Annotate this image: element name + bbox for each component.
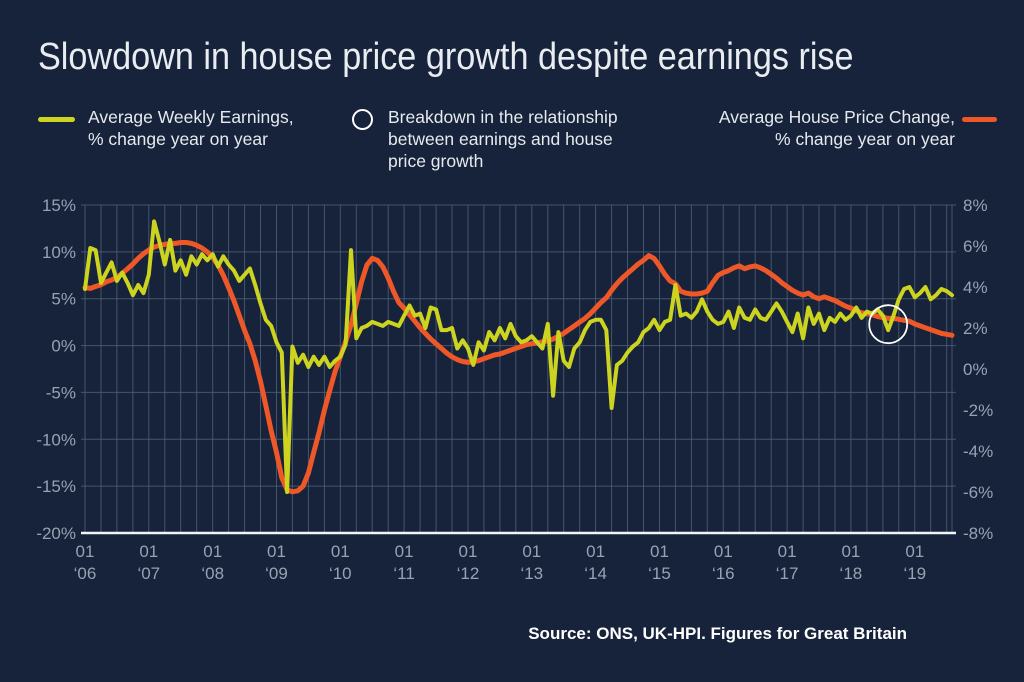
svg-text:‘15: ‘15: [648, 564, 671, 583]
svg-text:15%: 15%: [42, 196, 76, 215]
svg-text:01: 01: [714, 542, 733, 561]
house-legend-label-line1: Average House Price Change,: [718, 107, 955, 127]
left-axis-labels: 15% 10% 5% 0% -5% -10% -15% -20%: [36, 196, 76, 543]
svg-text:01: 01: [586, 542, 605, 561]
x-axis-labels: 01 ‘06 01 ‘07 01 ‘08 01 ‘09 01 ‘10 01 ‘11 01 ‘12 01 ‘13…: [74, 542, 926, 583]
svg-text:-6%: -6%: [963, 483, 993, 502]
svg-text:01: 01: [203, 542, 222, 561]
chart-plot: 15% 10% 5% 0% -5% -10% -15% -20% 8% 6% 4% 2% 0% -2% -4…: [36, 196, 993, 583]
page-title: Slowdown in house price growth despite e…: [38, 36, 854, 78]
svg-text:-10%: -10%: [36, 430, 76, 449]
svg-text:8%: 8%: [963, 196, 988, 215]
breakdown-circle-icon: [352, 109, 373, 130]
svg-text:‘09: ‘09: [265, 564, 288, 583]
svg-text:01: 01: [331, 542, 350, 561]
svg-text:01: 01: [650, 542, 669, 561]
svg-text:‘07: ‘07: [137, 564, 160, 583]
svg-text:0%: 0%: [963, 360, 988, 379]
svg-text:01: 01: [459, 542, 478, 561]
earnings-line: [83, 219, 954, 494]
legend-item-breakdown: Breakdown in the relationship between ea…: [388, 107, 618, 171]
svg-text:01: 01: [778, 542, 797, 561]
house-legend-label-line2: % change year on year: [775, 129, 955, 149]
earnings-legend-label-line2: % change year on year: [88, 129, 268, 149]
svg-text:01: 01: [76, 542, 95, 561]
svg-text:01: 01: [139, 542, 158, 561]
svg-text:‘13: ‘13: [520, 564, 543, 583]
house-price-line: [82, 240, 955, 495]
svg-text:‘10: ‘10: [329, 564, 352, 583]
house-legend-swatch: [962, 117, 997, 122]
svg-text:‘06: ‘06: [74, 564, 97, 583]
svg-text:-15%: -15%: [36, 477, 76, 496]
svg-text:2%: 2%: [963, 319, 988, 338]
legend-item-house-price: Average House Price Change, % change yea…: [719, 106, 955, 150]
svg-text:5%: 5%: [51, 290, 76, 309]
svg-text:‘16: ‘16: [712, 564, 735, 583]
grid-vertical: [84, 205, 953, 533]
svg-text:‘12: ‘12: [457, 564, 480, 583]
svg-text:6%: 6%: [963, 237, 988, 256]
breakdown-annotation-circle: [868, 304, 909, 345]
svg-text:4%: 4%: [963, 278, 988, 297]
svg-text:10%: 10%: [42, 243, 76, 262]
svg-text:-8%: -8%: [963, 524, 993, 543]
svg-text:‘11: ‘11: [393, 564, 414, 583]
svg-text:‘08: ‘08: [201, 564, 224, 583]
svg-text:01: 01: [267, 542, 286, 561]
svg-text:-2%: -2%: [963, 401, 993, 420]
earnings-legend-label-line1: Average Weekly Earnings,: [88, 107, 294, 127]
svg-text:-20%: -20%: [36, 524, 76, 543]
svg-text:01: 01: [905, 542, 924, 561]
svg-text:-5%: -5%: [46, 383, 76, 402]
svg-text:-4%: -4%: [963, 442, 993, 461]
earnings-legend-swatch: [38, 117, 75, 122]
svg-text:‘19: ‘19: [903, 564, 926, 583]
source-note: Source: ONS, UK-HPI. Figures for Great B…: [528, 624, 907, 643]
svg-text:01: 01: [841, 542, 860, 561]
svg-text:0%: 0%: [51, 337, 76, 356]
legend-item-earnings: Average Weekly Earnings, % change year o…: [88, 106, 294, 150]
svg-text:‘18: ‘18: [840, 564, 863, 583]
svg-text:‘17: ‘17: [776, 564, 799, 583]
svg-text:‘14: ‘14: [584, 564, 607, 583]
right-axis-labels: 8% 6% 4% 2% 0% -2% -4% -6% -8%: [963, 196, 993, 543]
svg-text:01: 01: [395, 542, 414, 561]
svg-text:01: 01: [522, 542, 541, 561]
